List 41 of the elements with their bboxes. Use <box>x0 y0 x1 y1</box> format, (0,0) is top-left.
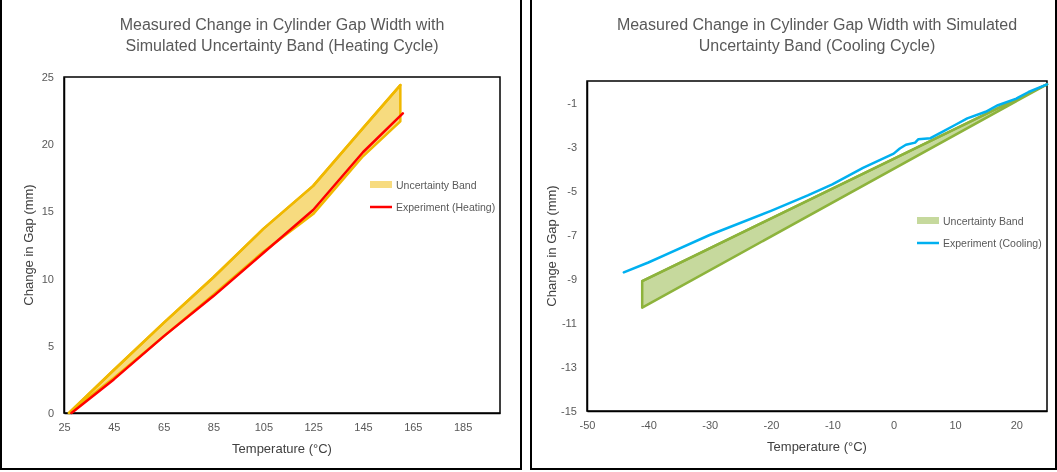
x-tick-label: -10 <box>824 418 841 431</box>
x-tick-label: 10 <box>949 418 962 431</box>
y-tick-label: 15 <box>41 205 54 218</box>
y-axis-title: Change in Gap (mm) <box>21 184 36 306</box>
chart-title: Measured Change in Cylinder Gap Width with Simulated Uncertainty Band (Heating Cycle) <box>119 16 445 54</box>
legend-label: Uncertainty Band <box>943 215 1024 227</box>
x-tick-label: 165 <box>404 420 423 433</box>
x-tick-label: -40 <box>640 418 657 431</box>
y-axis-title: Change in Gap (mm) <box>544 185 559 307</box>
x-tick-label: 65 <box>158 420 171 433</box>
x-tick-label: 125 <box>304 420 323 433</box>
chart-title: Measured Change in Cylinder Gap Width with Simulated Uncertainty Band (Cooling Cycle) <box>616 16 1018 54</box>
legend-label: Experiment (Heating) <box>396 201 496 213</box>
y-tick-label: -9 <box>567 273 577 286</box>
x-tick-label: 25 <box>58 420 71 433</box>
y-tick-label: -15 <box>561 405 577 418</box>
y-tick-label: -13 <box>561 361 577 374</box>
y-tick-label: 0 <box>47 407 54 420</box>
x-tick-label: 105 <box>254 420 273 433</box>
y-tick-label: 10 <box>41 272 54 285</box>
x-tick-label: -50 <box>579 418 596 431</box>
x-axis-title: Temperature (°C) <box>767 439 867 454</box>
x-tick-label: 20 <box>1010 418 1023 431</box>
y-tick-label: -1 <box>567 97 577 110</box>
legend-label: Uncertainty Band <box>396 179 477 191</box>
y-tick-label: -5 <box>567 185 577 198</box>
x-tick-label: 185 <box>453 420 473 433</box>
x-tick-label: -20 <box>763 418 780 431</box>
x-tick-label: 0 <box>891 418 898 431</box>
x-axis-title: Temperature (°C) <box>232 441 332 456</box>
y-tick-label: -11 <box>561 317 577 330</box>
y-tick-label: 25 <box>41 71 54 84</box>
x-tick-label: 45 <box>108 420 121 433</box>
x-tick-label: 145 <box>354 420 373 433</box>
y-tick-label: 20 <box>41 138 54 151</box>
y-tick-label: -7 <box>567 229 577 242</box>
x-tick-label: -30 <box>702 418 719 431</box>
y-tick-label: 5 <box>47 339 54 352</box>
legend-label: Experiment (Cooling) <box>943 237 1042 249</box>
x-tick-label: 85 <box>207 420 221 433</box>
y-tick-label: -3 <box>567 141 577 154</box>
